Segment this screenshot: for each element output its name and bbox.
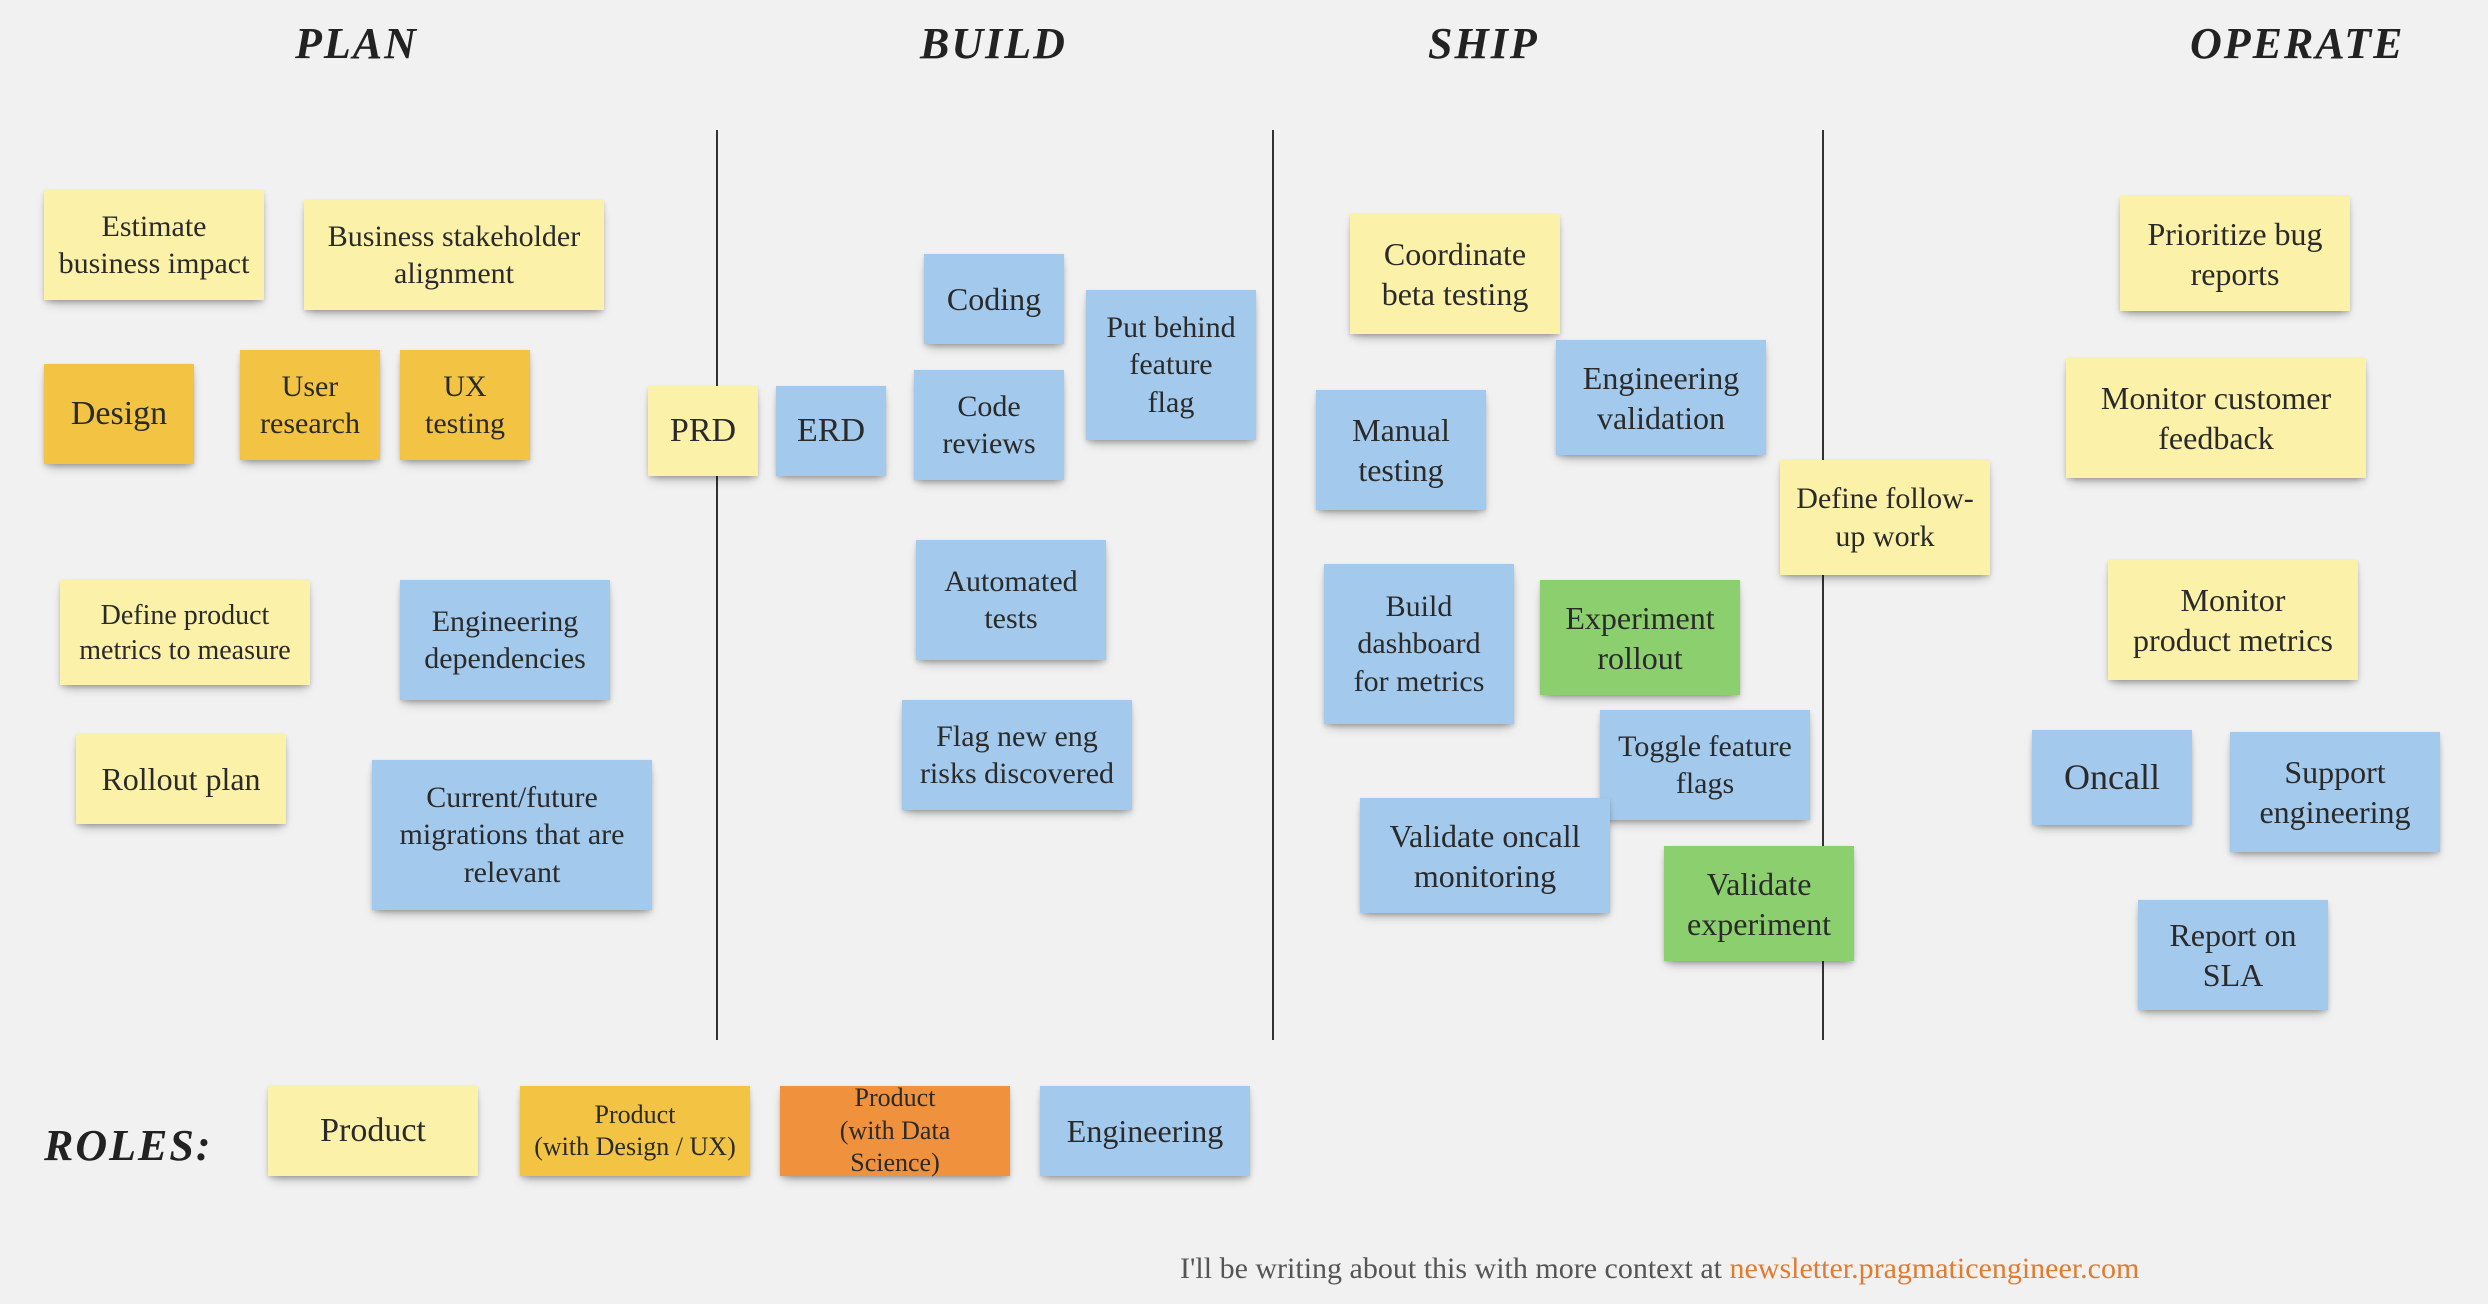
sticky-oncall: Oncall [2032,730,2192,825]
sticky-flag-new-eng-risks: Flag new engrisks discovered [902,700,1132,810]
sticky-define-followup-work: Define follow-up work [1780,460,1990,575]
sticky-engineering-dependencies: Engineeringdependencies [400,580,610,700]
sticky-ux-testing: UXtesting [400,350,530,460]
footer-prefix: I'll be writing about this with more con… [1180,1252,1729,1285]
sticky-engineering-validation: Engineeringvalidation [1556,340,1766,455]
sticky-put-behind-feature-flag: Put behindfeatureflag [1086,290,1256,440]
sticky-user-research: Userresearch [240,350,380,460]
sticky-code-reviews: Codereviews [914,370,1064,480]
sticky-role-product-data-science: Product(with Data Science) [780,1086,1010,1176]
sticky-experiment-rollout: Experimentrollout [1540,580,1740,695]
sticky-design: Design [44,364,194,464]
sticky-monitor-customer-feedback: Monitor customerfeedback [2066,358,2366,478]
sticky-automated-tests: Automatedtests [916,540,1106,660]
sticky-build-dashboard-metrics: Builddashboardfor metrics [1324,564,1514,724]
sticky-rollout-plan: Rollout plan [76,734,286,824]
divider-2 [1272,130,1274,1040]
footer-note: I'll be writing about this with more con… [1180,1252,2139,1286]
sticky-prioritize-bug-reports: Prioritize bugreports [2120,196,2350,311]
heading-build: Build [920,18,1067,69]
sticky-role-product-design-ux: Product(with Design / UX) [520,1086,750,1176]
sticky-erd: ERD [776,386,886,476]
sticky-support-engineering: Supportengineering [2230,732,2440,852]
footer-link[interactable]: newsletter.pragmaticengineer.com [1729,1252,2139,1285]
sticky-current-future-migrations: Current/futuremigrations that arerelevan… [372,760,652,910]
sticky-report-on-sla: Report onSLA [2138,900,2328,1010]
sticky-role-product: Product [268,1086,478,1176]
divider-1 [716,130,718,1040]
sticky-manual-testing: Manualtesting [1316,390,1486,510]
heading-operate: Operate [2190,18,2405,69]
sticky-monitor-product-metrics: Monitorproduct metrics [2108,560,2358,680]
sticky-prd: PRD [648,386,758,476]
heading-plan: Plan [295,18,418,69]
sticky-coding: Coding [924,254,1064,344]
sticky-validate-experiment: Validateexperiment [1664,846,1854,961]
sticky-toggle-feature-flags: Toggle featureflags [1600,710,1810,820]
sticky-validate-oncall-monitoring: Validate oncallmonitoring [1360,798,1610,913]
sticky-coordinate-beta-testing: Coordinatebeta testing [1350,214,1560,334]
sticky-business-stakeholder-alignment: Business stakeholderalignment [304,200,604,310]
sticky-role-engineering: Engineering [1040,1086,1250,1176]
sticky-define-product-metrics: Define productmetrics to measure [60,580,310,685]
heading-ship: Ship [1428,18,1539,69]
roles-label: Roles: [44,1120,212,1171]
sticky-estimate-business-impact: Estimatebusiness impact [44,190,264,300]
